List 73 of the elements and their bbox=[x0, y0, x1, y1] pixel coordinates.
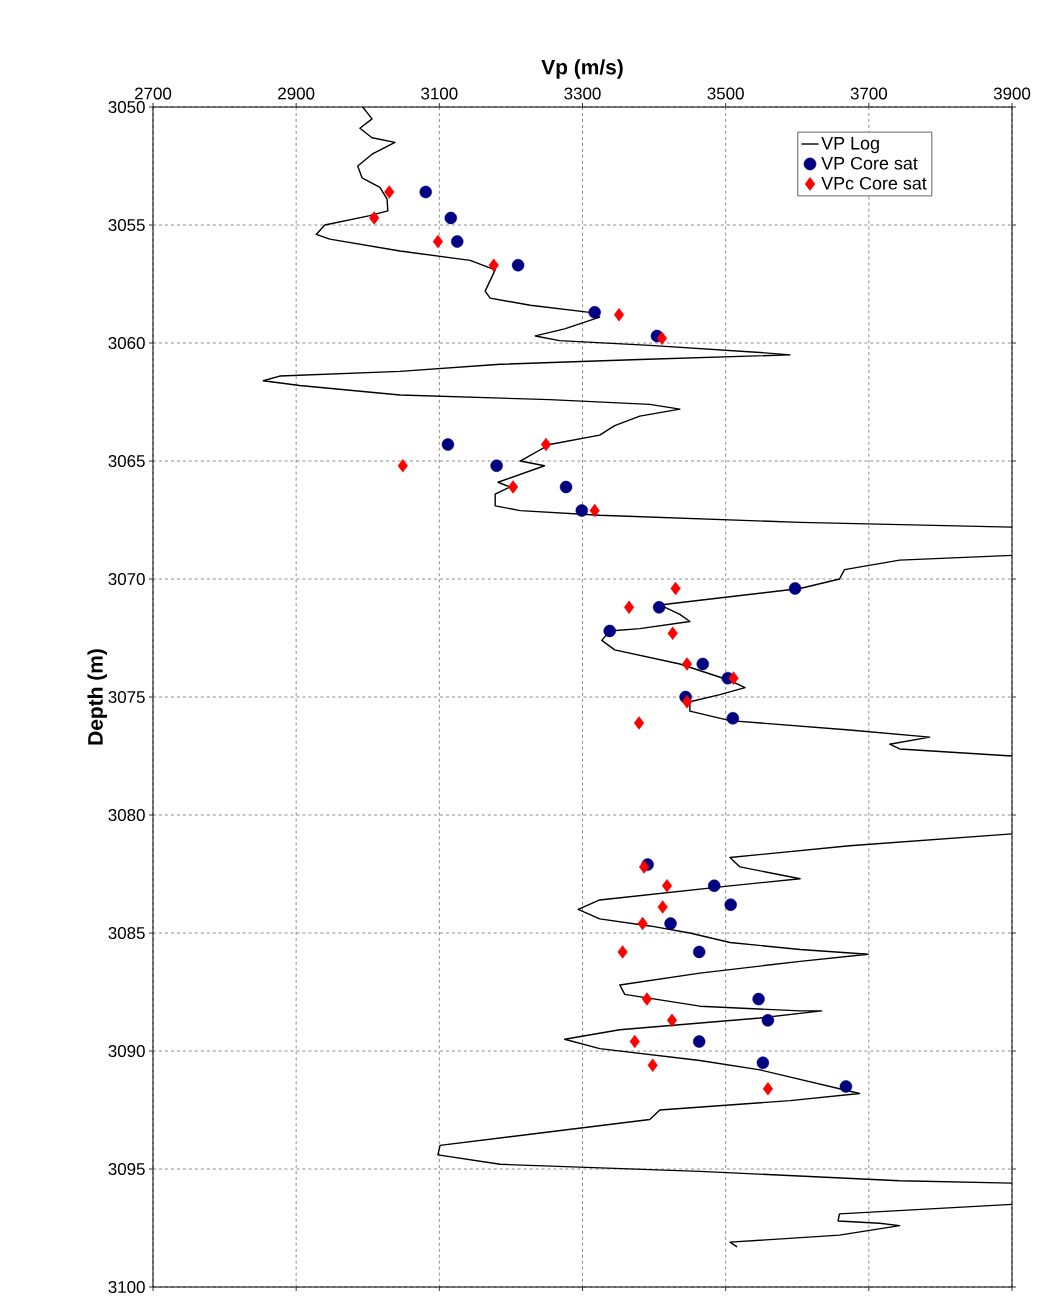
point bbox=[641, 992, 652, 1006]
x-tick-label: 2700 bbox=[135, 87, 172, 100]
x-tick-label: 3700 bbox=[850, 87, 888, 100]
point bbox=[637, 916, 648, 931]
point bbox=[652, 601, 666, 614]
x-tick-label: 3100 bbox=[421, 87, 458, 100]
point bbox=[647, 1058, 658, 1072]
point bbox=[441, 438, 455, 451]
y-tick-label: 3085 bbox=[108, 927, 145, 940]
point bbox=[369, 211, 380, 225]
point bbox=[451, 235, 464, 248]
y-tick-label: 3070 bbox=[108, 573, 145, 586]
point bbox=[384, 185, 395, 199]
point bbox=[762, 1082, 773, 1096]
point bbox=[667, 626, 678, 640]
point bbox=[603, 624, 616, 638]
y-tick-label: 3060 bbox=[108, 337, 145, 350]
point bbox=[540, 437, 552, 452]
point bbox=[761, 1014, 775, 1027]
point bbox=[724, 898, 737, 911]
point bbox=[664, 917, 677, 930]
point bbox=[657, 900, 668, 914]
y-axis-title: Depth (m) bbox=[87, 649, 107, 745]
point bbox=[692, 1035, 706, 1048]
point bbox=[588, 306, 601, 319]
point bbox=[397, 459, 408, 473]
y-tick-label: 3050 bbox=[108, 101, 145, 114]
point bbox=[656, 331, 668, 345]
point bbox=[696, 657, 709, 671]
point bbox=[839, 1080, 853, 1093]
y-tick-label: 3075 bbox=[108, 691, 145, 704]
point bbox=[666, 1013, 678, 1028]
x-axis-title: Vp (m/s) bbox=[541, 59, 623, 79]
point bbox=[508, 480, 519, 494]
x-tick-label: 3900 bbox=[993, 87, 1031, 100]
legend-label: VP Log bbox=[821, 137, 879, 154]
y-tick-label: 3055 bbox=[108, 219, 145, 232]
legend-label: VPc Core sat bbox=[821, 176, 927, 190]
y-tick-label: 3100 bbox=[108, 1281, 145, 1294]
point bbox=[617, 945, 628, 959]
point bbox=[559, 480, 573, 494]
point bbox=[756, 1056, 770, 1070]
x-tick-label: 2900 bbox=[278, 87, 315, 100]
point bbox=[661, 879, 673, 893]
point bbox=[681, 657, 693, 671]
point bbox=[490, 459, 503, 472]
x-tick-label: 3300 bbox=[564, 87, 601, 100]
point bbox=[681, 695, 693, 709]
point bbox=[589, 503, 600, 518]
point bbox=[752, 992, 765, 1006]
point bbox=[726, 712, 740, 725]
point bbox=[613, 308, 625, 322]
point bbox=[419, 185, 432, 199]
point bbox=[623, 600, 635, 615]
point bbox=[728, 671, 739, 685]
legend-label: VP Core sat bbox=[821, 156, 918, 170]
x-tick-label: 3500 bbox=[707, 87, 744, 100]
point bbox=[511, 258, 525, 272]
y-tick-label: 3065 bbox=[108, 455, 145, 468]
point bbox=[575, 504, 588, 517]
point bbox=[692, 945, 706, 959]
point bbox=[488, 258, 499, 272]
point bbox=[633, 716, 645, 730]
y-tick-label: 3090 bbox=[108, 1045, 145, 1058]
point bbox=[708, 879, 721, 893]
y-tick-label: 3095 bbox=[108, 1163, 145, 1176]
point bbox=[788, 582, 802, 595]
y-tick-label: 3080 bbox=[108, 809, 145, 822]
point bbox=[638, 860, 650, 874]
point bbox=[670, 581, 681, 596]
point bbox=[444, 211, 457, 225]
point bbox=[629, 1034, 640, 1049]
point bbox=[432, 234, 443, 249]
